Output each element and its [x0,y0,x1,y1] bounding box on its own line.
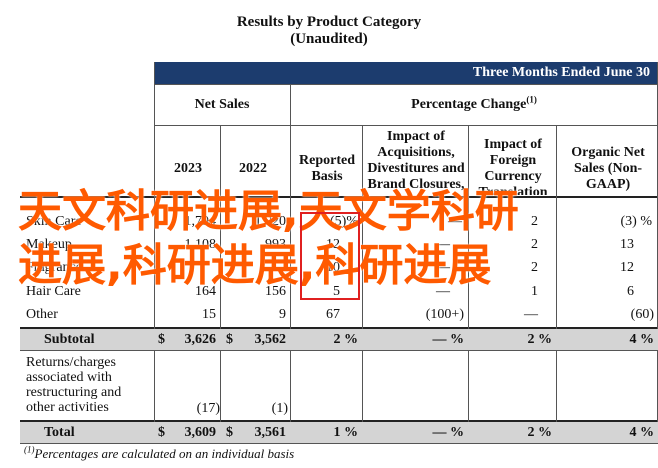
value-impact-fx: 2 [531,260,538,275]
currency-symbol: $ [226,425,233,440]
subtotal-reported: 2 % [333,332,359,347]
row-label: Skin Care [26,214,82,229]
value-reported: (5)% [330,214,358,229]
value-organic: (60) [630,307,654,322]
value-2023: 1,108 [184,237,217,252]
period-header: Three Months Ended June 30 [154,62,658,84]
report-subtitle: (Unaudited) [290,31,368,47]
row-label: Makeup [26,237,72,252]
subtotal-impact-acq: — % [432,332,465,347]
total-2022: 3,561 [254,425,287,440]
currency-symbol: $ [226,332,233,347]
row-label: Fragrance [26,260,82,275]
total-impact-acq: — % [432,425,465,440]
report-title: Results by Product Category [236,14,422,30]
row-label: Other [26,307,58,322]
currency-symbol: $ [158,425,165,440]
subtotal-impact-fx: 2 % [527,332,553,347]
value-reported: 10 [326,260,340,275]
returns-2023: (17) [196,401,220,416]
value-impact-fx: — [524,307,538,322]
subtotal-label: Subtotal [44,332,95,347]
row-label: Hair Care [26,284,81,299]
net-sales-header: Net Sales [194,97,250,112]
value-organic: 13 [620,237,634,252]
total-label: Total [44,425,75,440]
percentage-change-header: Percentage Change(1) [411,94,537,112]
total-reported: 1 % [333,425,359,440]
value-impact-acq: — [436,284,450,299]
value-organic: 6 [627,284,634,299]
col-2022: 2022 [239,161,267,176]
total-impact-fx: 2 % [527,425,553,440]
value-2022: 993 [265,237,286,252]
col-reported-basis: Reported Basis [299,153,355,184]
value-impact-acq: — [436,237,450,252]
value-2022: 156 [265,284,286,299]
col-impact-acquisitions: Impact of Acquisitions, Divestitures and… [367,129,465,195]
value-impact-fx: 2 [531,214,538,229]
value-impact-fx: 2 [531,237,538,252]
value-2023: 1,794 [184,214,217,229]
subtotal-row [20,329,658,350]
value-reported: 5 [333,284,340,299]
col-2023: 2023 [174,161,202,176]
col-impact-fx: Impact of Foreign Currency Translation [478,137,548,195]
watermark-line-2: 进展,科研进展,科研进展 [18,240,492,291]
highlight-box [300,212,360,300]
value-impact-acq: (100+) [425,307,464,322]
value-organic: 12 [620,260,634,275]
subtotal-organic: 4 % [629,332,655,347]
watermark-line-1: 天文科研进展,天文学科研 [18,186,519,237]
returns-2022: (1) [271,401,288,416]
total-row [20,422,658,443]
returns-label: Returns/charges associated with restruct… [26,355,122,415]
subtotal-2023: 3,626 [184,332,217,347]
total-2023: 3,609 [184,425,217,440]
value-organic: (3) % [620,214,653,229]
value-reported: 67 [326,307,340,322]
currency-symbol: $ [158,332,165,347]
value-2023: 15 [202,307,216,322]
subtotal-2022: 3,562 [254,332,287,347]
value-2022: 1,920 [254,214,287,229]
value-impact-fx: 1 [531,284,538,299]
value-reported: 12 [326,237,340,252]
col-organic-net-sales: Organic Net Sales (Non-GAAP) [571,145,645,192]
footnote: (1)Percentages are calculated on an indi… [24,444,295,461]
total-organic: 4 % [629,425,655,440]
value-2023: 164 [195,284,216,299]
value-impact-acq: — [436,260,450,275]
value-2022: 9 [279,307,286,322]
value-impact-acq: — [448,214,462,229]
